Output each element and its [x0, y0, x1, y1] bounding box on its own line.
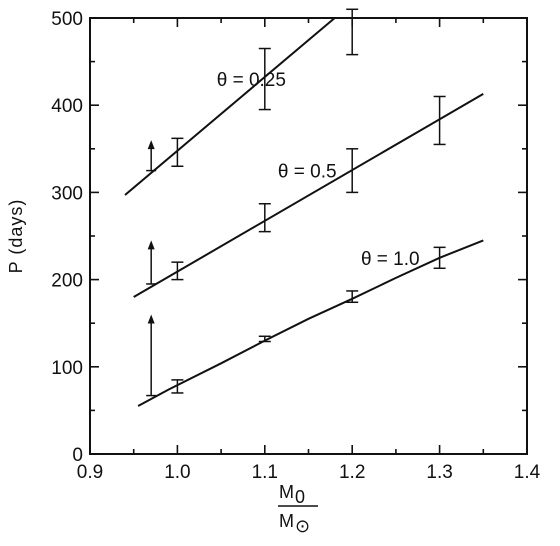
x-tick-labels: 0.9 1.0 1.1 1.2 1.3 1.4 — [77, 462, 541, 483]
series-line — [124, 17, 336, 196]
series-line — [133, 93, 484, 298]
y-tick-label: 500 — [51, 9, 83, 30]
series-group — [124, 8, 484, 407]
curve-label: θ = 1.0 — [361, 249, 420, 270]
x-axis-label-numerator: M — [279, 482, 294, 502]
y-tick-label: 100 — [51, 358, 83, 379]
y-tick-label: 0 — [72, 445, 83, 466]
x-tick-label: 1.2 — [339, 462, 365, 483]
lower-limit-arrowhead — [147, 240, 155, 250]
y-tick-labels: 0 100 200 300 400 500 — [51, 9, 83, 466]
series-2 — [137, 239, 484, 407]
y-axis-label: P (days) — [6, 199, 26, 274]
annotations: θ = 0.25 θ = 0.5 θ = 1.0 — [217, 70, 420, 270]
x-tick-label: 1.4 — [514, 462, 541, 483]
curve-label: θ = 0.25 — [217, 70, 286, 91]
series-1 — [133, 93, 484, 298]
curve-label: θ = 0.5 — [278, 162, 337, 183]
plot-frame — [89, 17, 528, 455]
series-0 — [124, 8, 359, 196]
x-tick-label: 1.3 — [426, 462, 452, 483]
x-axis-label-denominator: M — [279, 511, 294, 531]
series-line — [137, 239, 484, 407]
lower-limit-arrowhead — [147, 314, 155, 324]
axis-ticks — [89, 17, 528, 455]
lower-limit-arrowhead — [147, 140, 155, 150]
x-axis-label-numerator-sub: 0 — [295, 487, 305, 507]
y-tick-label: 400 — [51, 96, 83, 117]
x-tick-label: 1.1 — [252, 462, 278, 483]
y-tick-label: 200 — [51, 271, 83, 292]
x-tick-label: 0.9 — [77, 462, 103, 483]
x-tick-label: 1.0 — [164, 462, 190, 483]
x-axis-label-denominator-sub: ⊙ — [295, 516, 310, 536]
x-axis-label: M 0 M ⊙ — [278, 482, 318, 536]
y-tick-label: 300 — [51, 183, 83, 204]
